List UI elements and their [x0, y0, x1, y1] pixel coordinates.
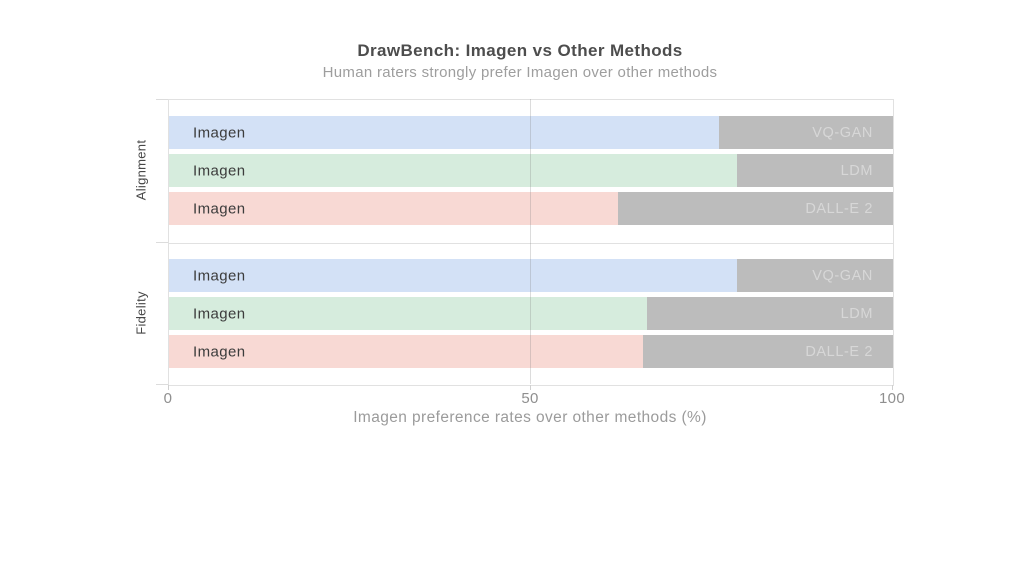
imagen-bar-label: Imagen: [193, 200, 246, 217]
opponent-bar-label: VQ-GAN: [812, 124, 873, 141]
bar-row: Imagen DALL-E 2: [169, 335, 893, 368]
opponent-bar-segment: LDM: [737, 154, 893, 187]
opponent-bar-label: DALL-E 2: [805, 200, 873, 217]
imagen-bar-label: Imagen: [193, 305, 246, 322]
chart-title: DrawBench: Imagen vs Other Methods: [357, 41, 683, 60]
bar-row: Imagen LDM: [169, 297, 893, 330]
imagen-bar-label: Imagen: [193, 124, 246, 141]
opponent-bar-segment: DALL-E 2: [618, 192, 893, 225]
x-tick-mark: [168, 385, 169, 390]
opponent-bar-label: VQ-GAN: [812, 267, 873, 284]
opponent-bar-label: LDM: [840, 162, 873, 179]
plot-area: Imagen VQ-GAN Imagen LDM Imagen DALL-E 2 Image…: [168, 99, 894, 386]
bar-row: Imagen VQ-GAN: [169, 259, 893, 292]
imagen-bar-label: Imagen: [193, 343, 246, 360]
imagen-bar-segment: Imagen: [169, 259, 737, 292]
bar-row: Imagen DALL-E 2: [169, 192, 893, 225]
opponent-bar-label: DALL-E 2: [805, 343, 873, 360]
opponent-bar-segment: VQ-GAN: [719, 116, 893, 149]
panel-divider: [169, 243, 893, 244]
imagen-bar-label: Imagen: [193, 267, 246, 284]
imagen-bar-segment: Imagen: [169, 154, 737, 187]
imagen-bar-segment: Imagen: [169, 116, 719, 149]
imagen-bar-segment: Imagen: [169, 297, 647, 330]
bar-row: Imagen VQ-GAN: [169, 116, 893, 149]
gridline-50: [530, 99, 531, 384]
y-group-label-fidelity: Fidelity: [133, 291, 149, 335]
opponent-bar-segment: LDM: [647, 297, 893, 330]
x-axis-label: Imagen preference rates over other metho…: [353, 409, 707, 426]
y-group-tick: [156, 384, 168, 385]
y-group-label-alignment: Alignment: [133, 139, 149, 201]
imagen-bar-label: Imagen: [193, 162, 246, 179]
opponent-bar-segment: DALL-E 2: [643, 335, 893, 368]
x-tick-label: 50: [521, 390, 539, 407]
opponent-bar-segment: VQ-GAN: [737, 259, 893, 292]
bar-row: Imagen LDM: [169, 154, 893, 187]
x-tick-mark: [892, 385, 893, 390]
x-tick-label: 0: [163, 390, 173, 407]
x-tick-mark: [530, 385, 531, 390]
y-group-tick: [156, 99, 168, 100]
imagen-bar-segment: Imagen: [169, 335, 643, 368]
imagen-bar-segment: Imagen: [169, 192, 618, 225]
x-tick-label: 100: [879, 390, 905, 407]
y-group-tick: [156, 242, 168, 243]
opponent-bar-label: LDM: [840, 305, 873, 322]
chart-subtitle: Human raters strongly prefer Imagen over…: [322, 64, 718, 81]
